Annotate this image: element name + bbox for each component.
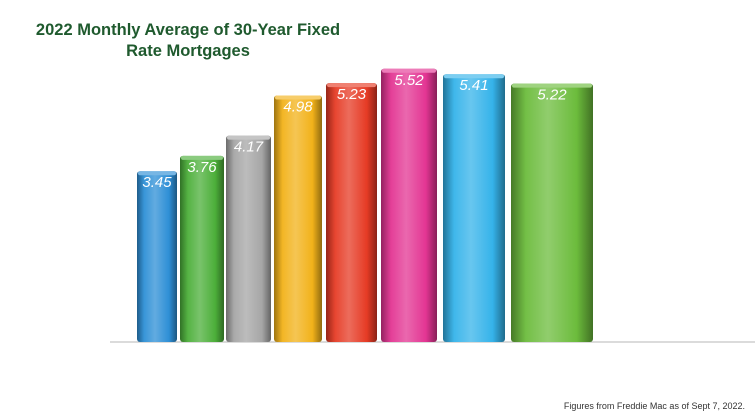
source-note: Figures from Freddie Mac as of Sept 7, 2…: [563, 401, 745, 411]
bar-value-label: 4.98: [283, 98, 313, 115]
bar-cap: [181, 155, 223, 160]
bar-value-label: 5.22: [537, 87, 567, 104]
bar-cap: [512, 83, 592, 88]
bar: [381, 68, 437, 342]
bar: [443, 74, 505, 342]
bar-value-label: 5.23: [337, 86, 367, 103]
bar-value-label: 4.17: [234, 139, 264, 156]
bar: [137, 171, 177, 342]
chart-title: 2022 Monthly Average of 30-Year Fixed Ra…: [35, 21, 341, 60]
bar: [511, 83, 593, 343]
bar-cap: [444, 74, 504, 79]
bar: [180, 155, 224, 342]
bar: [274, 95, 322, 343]
bar-cap: [327, 83, 376, 88]
bar-cap: [275, 95, 321, 100]
bar-cap: [138, 171, 176, 176]
bar-value-label: 5.52: [394, 72, 424, 89]
bar-value-label: 5.41: [459, 77, 488, 94]
bar: [226, 135, 271, 342]
bar-value-label: 3.45: [142, 174, 172, 191]
bar-value-label: 3.76: [187, 159, 217, 176]
bar-cap: [227, 135, 270, 140]
bar: [326, 83, 377, 343]
bar-cap: [382, 68, 436, 73]
